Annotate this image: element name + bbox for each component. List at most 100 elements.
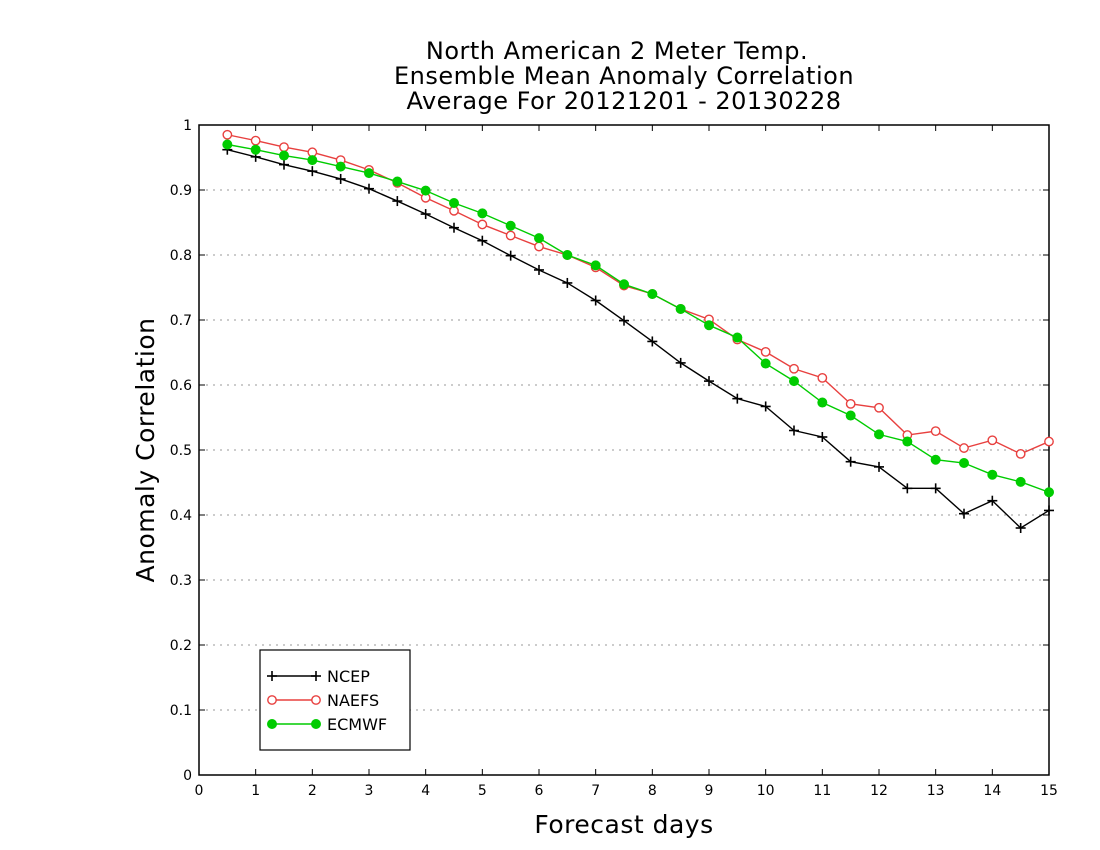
legend-ecmwf-point	[267, 719, 277, 729]
legend-ncep-point	[311, 671, 321, 681]
series-ncep-point	[279, 159, 289, 170]
series-ncep-line	[227, 149, 1050, 529]
series-ecmwf-line	[227, 143, 1050, 493]
series-ecmwf-point	[477, 208, 488, 219]
series-ncep-point	[619, 315, 629, 326]
x-tick-label: 8	[648, 783, 657, 799]
x-tick-label: 4	[421, 783, 430, 799]
series-naefs-point	[789, 363, 799, 374]
series-naefs-point	[817, 372, 828, 383]
series-ecmwf-point	[335, 161, 346, 172]
series-ecmwf-point	[420, 185, 431, 196]
series-ncep-point	[449, 222, 459, 233]
series-naefs-point	[845, 398, 856, 409]
series-ecmwf-point	[392, 176, 403, 187]
series-ecmwf-point	[505, 220, 516, 231]
series-naefs-point	[1044, 436, 1054, 447]
chart-title-line-2: Ensemble Mean Anomaly Correlation	[394, 62, 854, 90]
series-naefs-point	[1015, 448, 1026, 459]
series-ecmwf-point	[534, 233, 544, 244]
series-ecmwf-point	[279, 150, 289, 161]
chart-title-line-1: North American 2 Meter Temp.	[426, 37, 808, 65]
x-tick-label: 5	[478, 783, 487, 799]
x-tick-label: 14	[983, 783, 1001, 799]
series-naefs-point	[987, 435, 998, 446]
series-ecmwf-point	[959, 458, 969, 468]
series-ncep-point	[335, 173, 346, 184]
series-ecmwf-point	[789, 376, 799, 387]
x-tick-label: 15	[1040, 783, 1058, 799]
series-ecmwf-point	[760, 358, 771, 369]
x-tick-label: 7	[591, 783, 600, 799]
series-ncep-point	[874, 461, 884, 472]
y-tick-label: 0.8	[170, 248, 192, 264]
legend-label-naefs: NAEFS	[327, 691, 379, 710]
x-tick-label: 12	[870, 783, 888, 799]
series-ncep-point	[534, 264, 544, 275]
legend-naefs-point	[267, 695, 277, 705]
legend-label-ncep: NCEP	[327, 667, 370, 686]
series-ncep-point	[647, 336, 658, 347]
series-ncep-point	[845, 456, 856, 467]
y-tick-label: 0.9	[170, 183, 192, 199]
series-ncep-point	[562, 277, 573, 288]
legend-ncep-point	[267, 671, 277, 681]
series-ncep-point	[420, 209, 431, 220]
series-ecmwf-point	[902, 436, 913, 447]
chart-title: North American 2 Meter Temp. Ensemble Me…	[394, 37, 854, 115]
x-tick-label: 11	[813, 783, 831, 799]
x-tick-label: 10	[757, 783, 775, 799]
series-ecmwf-point	[222, 139, 233, 150]
series-ncep-point	[392, 196, 403, 207]
axis-ticks: 00.10.20.30.40.50.60.70.80.910 1 2 3 4 5 6 7 8 9 1…	[170, 118, 1058, 799]
series-naefs-point	[222, 129, 233, 140]
legend-label-ecmwf: ECMWF	[327, 715, 387, 734]
legend-ecmwf-point	[311, 719, 321, 729]
y-tick-label: 0	[183, 768, 192, 784]
series-ncep-point	[789, 425, 799, 436]
series	[222, 129, 1054, 533]
series-ecmwf-point	[704, 320, 714, 331]
y-tick-label: 0.4	[170, 508, 192, 524]
series-ncep-point	[590, 295, 601, 306]
series-naefs-point	[760, 346, 771, 357]
series-ncep	[222, 144, 1054, 533]
y-tick-label: 0.5	[170, 443, 192, 459]
series-ncep-point	[760, 401, 771, 412]
legend-naefs-point	[311, 695, 321, 705]
series-ncep-point	[364, 183, 374, 194]
y-tick-label: 0.7	[170, 313, 192, 329]
series-ncep-point	[817, 432, 828, 442]
series-ecmwf-point	[1044, 487, 1054, 498]
y-tick-label: 0.3	[170, 573, 192, 589]
series-ecmwf-point	[675, 303, 686, 314]
series-naefs-point	[477, 219, 488, 230]
series-naefs-point	[959, 443, 969, 453]
series-ncep-point	[704, 376, 714, 387]
y-tick-label: 0.6	[170, 378, 192, 394]
series-ecmwf-point	[250, 144, 261, 155]
series-ecmwf-point	[817, 397, 828, 408]
y-tick-label: 0.2	[170, 638, 192, 654]
series-ecmwf-point	[364, 168, 374, 179]
series-ecmwf-point	[619, 279, 629, 290]
chart-title-line-3: Average For 20121201 - 20130228	[406, 87, 841, 115]
legend-item-ecmwf: ECMWF	[267, 715, 387, 734]
legend-box	[259, 649, 411, 751]
series-ecmwf-point	[590, 260, 601, 271]
series-ecmwf-point	[874, 429, 884, 440]
x-tick-label: 0	[195, 783, 204, 799]
series-naefs-point	[505, 230, 516, 241]
series-ecmwf-point	[449, 198, 459, 208]
series-ncep-point	[477, 235, 488, 246]
series-ncep-point	[675, 357, 686, 368]
x-tick-label: 9	[705, 783, 714, 799]
series-ncep-point	[959, 508, 969, 519]
y-tick-label: 1	[183, 118, 192, 134]
series-ncep-point	[307, 166, 318, 177]
series-ecmwf-point	[562, 250, 573, 260]
series-ecmwf-point	[930, 454, 941, 465]
series-ecmwf	[222, 139, 1054, 498]
x-tick-label: 2	[308, 783, 317, 799]
